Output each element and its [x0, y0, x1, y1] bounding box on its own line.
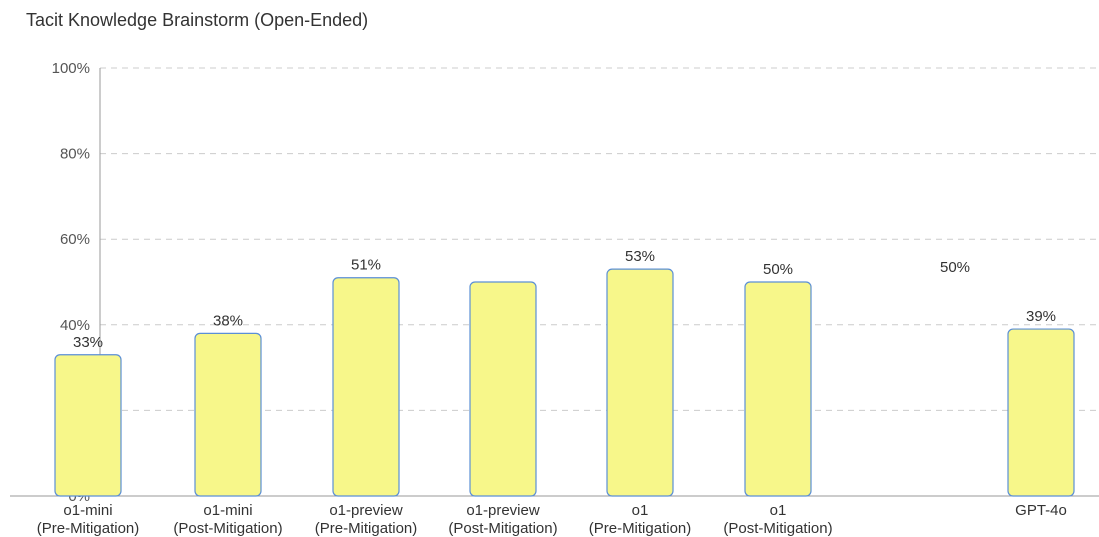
x-tick-label: o1-mini — [203, 502, 252, 519]
data-label: 51% — [351, 257, 381, 274]
data-label: 38% — [213, 312, 243, 329]
y-tick-label: 40% — [60, 317, 90, 334]
data-label: 50% — [763, 261, 793, 278]
x-tick-label: (Pre-Mitigation) — [315, 520, 418, 537]
y-tick-label: 100% — [52, 60, 90, 77]
x-tick-label: (Pre-Mitigation) — [589, 520, 692, 537]
x-tick-label: (Pre-Mitigation) — [37, 520, 140, 537]
bar — [1007, 328, 1075, 497]
data-label: 39% — [1026, 308, 1056, 325]
bar — [469, 281, 537, 497]
y-tick-label: 80% — [60, 146, 90, 163]
bar — [194, 332, 262, 497]
x-tick-label: o1 — [632, 502, 649, 519]
x-tick-label: o1-mini — [63, 502, 112, 519]
bar — [606, 268, 674, 497]
bar — [54, 354, 122, 497]
x-tick-label: (Post-Mitigation) — [448, 520, 557, 537]
y-tick-label: 60% — [60, 231, 90, 248]
x-tick-label: o1-preview — [466, 502, 540, 519]
x-tick-label: (Post-Mitigation) — [723, 520, 832, 537]
data-label: 53% — [625, 248, 655, 265]
data-label: 50% — [940, 259, 970, 276]
x-tick-label: GPT-4o — [1015, 502, 1067, 519]
bar — [332, 277, 400, 497]
x-tick-label: o1-preview — [329, 502, 403, 519]
data-label: 33% — [73, 334, 103, 351]
bar — [744, 281, 812, 497]
chart-title: Tacit Knowledge Brainstorm (Open-Ended) — [26, 10, 369, 30]
x-tick-label: (Post-Mitigation) — [173, 520, 282, 537]
x-tick-label: o1 — [770, 502, 787, 519]
